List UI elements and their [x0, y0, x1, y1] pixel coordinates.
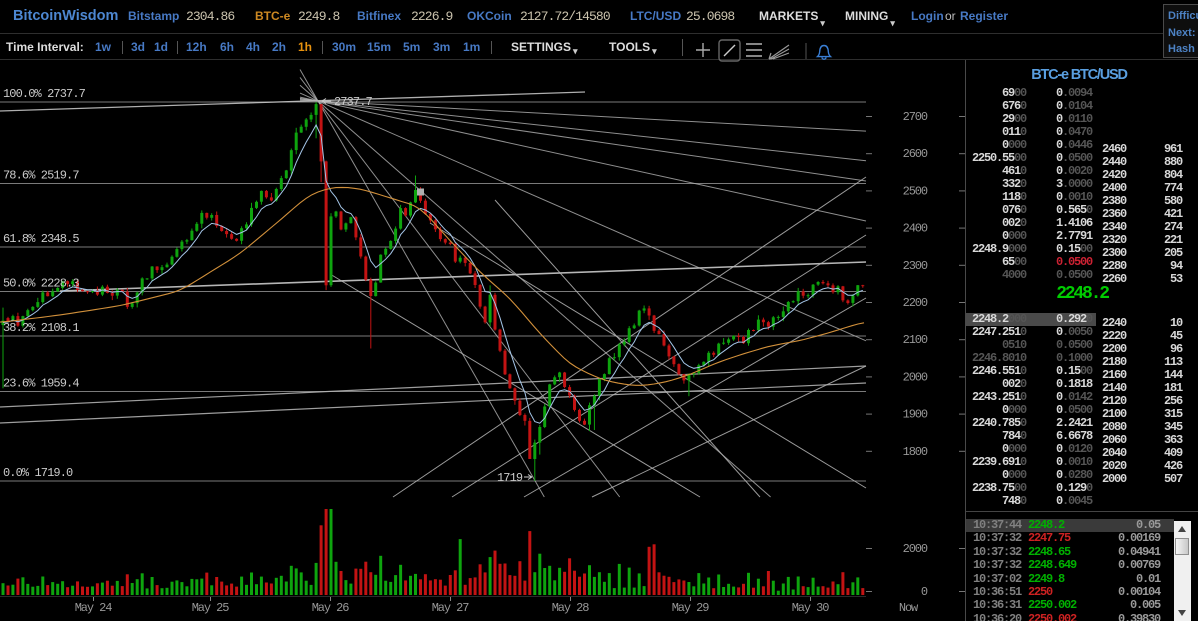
- svg-text:May 25: May 25: [192, 601, 230, 615]
- svg-text:May 26: May 26: [312, 601, 350, 615]
- svg-text:50.0% 2228.3: 50.0% 2228.3: [3, 277, 79, 291]
- svg-text:May 27: May 27: [432, 601, 470, 615]
- svg-text:38.2% 2108.1: 38.2% 2108.1: [3, 321, 79, 335]
- svg-text:2300: 2300: [903, 259, 928, 273]
- svg-text:23.6% 1959.4: 23.6% 1959.4: [3, 377, 79, 391]
- svg-text:2000: 2000: [903, 370, 928, 384]
- svg-text:2700: 2700: [903, 110, 928, 124]
- svg-text:100.0% 2737.7: 100.0% 2737.7: [3, 87, 86, 101]
- svg-text:May 30: May 30: [792, 601, 830, 615]
- svg-text:2200: 2200: [903, 296, 928, 310]
- svg-text:2600: 2600: [903, 147, 928, 161]
- svg-text:2737.7: 2737.7: [334, 95, 373, 109]
- svg-text:Now: Now: [899, 601, 919, 615]
- svg-text:2100: 2100: [903, 333, 928, 347]
- svg-text:2000: 2000: [903, 542, 928, 556]
- svg-text:2400: 2400: [903, 222, 928, 236]
- svg-text:1900: 1900: [903, 408, 928, 422]
- svg-text:0.0% 1719.0: 0.0% 1719.0: [3, 466, 73, 480]
- svg-text:1719: 1719: [497, 471, 523, 485]
- svg-text:2500: 2500: [903, 184, 928, 198]
- svg-text:0: 0: [921, 585, 928, 599]
- svg-text:May 28: May 28: [552, 601, 590, 615]
- svg-text:May 29: May 29: [672, 601, 710, 615]
- svg-text:1800: 1800: [903, 445, 928, 459]
- svg-text:61.8% 2348.5: 61.8% 2348.5: [3, 232, 79, 246]
- svg-text:May 24: May 24: [75, 601, 113, 615]
- svg-text:78.6% 2519.7: 78.6% 2519.7: [3, 169, 79, 183]
